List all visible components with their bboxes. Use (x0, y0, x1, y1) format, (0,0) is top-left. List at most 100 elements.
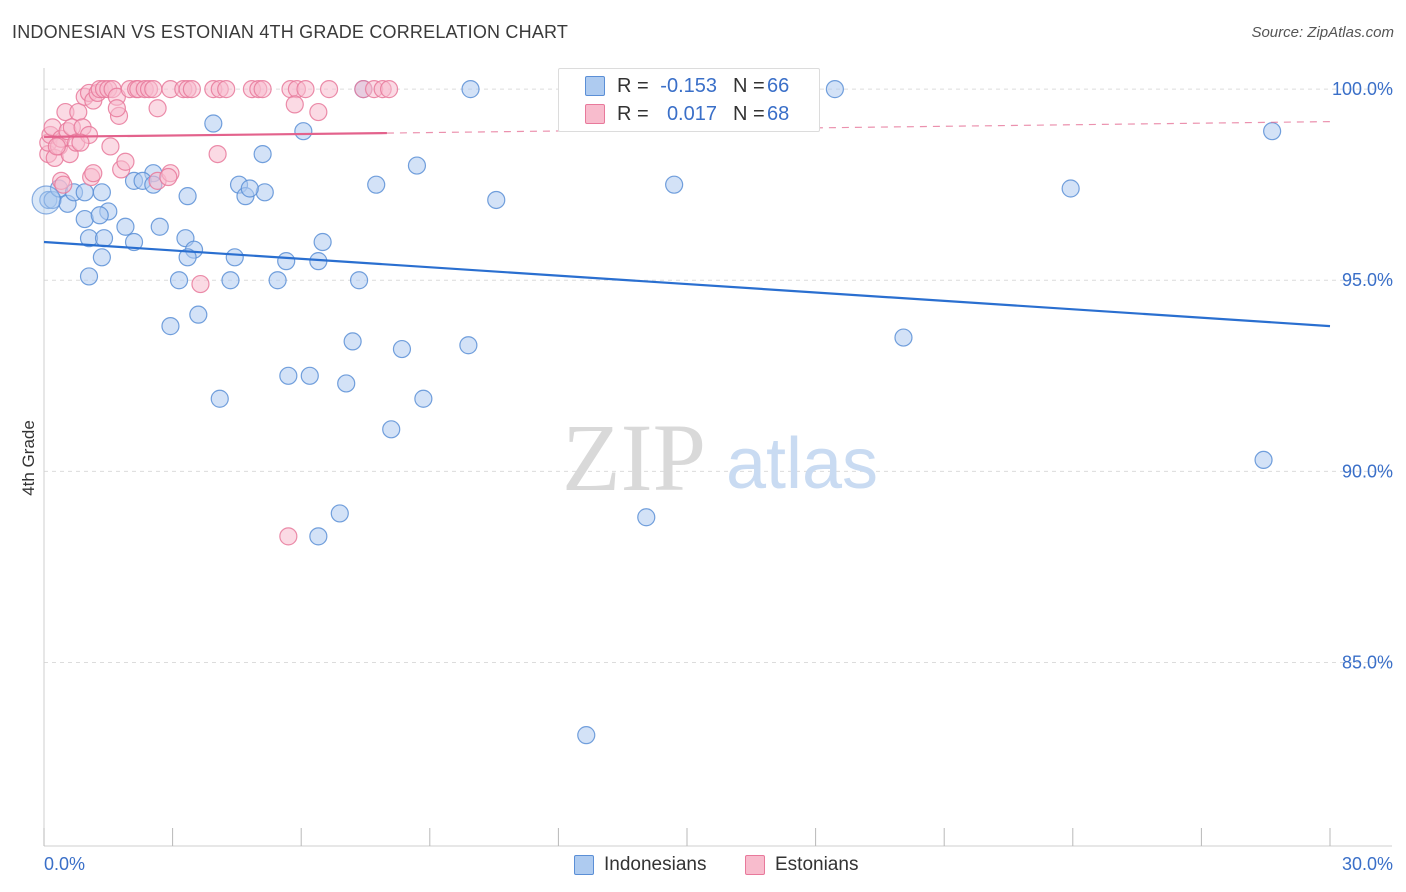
indonesian-point (414, 389, 433, 408)
trend-line-estonians (386, 121, 1331, 134)
legend-item-estonians[interactable]: Estonians (745, 852, 858, 878)
estonian-point (253, 80, 272, 99)
indonesian-point (255, 183, 274, 202)
legend-n-value: 66 (767, 74, 790, 97)
indonesian-point (253, 144, 272, 164)
x-tick-label: 0.0% (44, 854, 85, 874)
points-layer (31, 80, 1282, 745)
estonian-point (279, 527, 298, 546)
legend-r-label: R = (617, 74, 649, 97)
indonesian-point (225, 248, 244, 267)
indonesian-point (169, 271, 189, 290)
indonesian-point (487, 190, 506, 210)
indonesian-point (204, 114, 223, 133)
indonesian-point (894, 328, 913, 347)
indonesian-point (330, 504, 349, 523)
y-tick-label: 85.0% (1342, 653, 1393, 673)
indonesian-point (92, 183, 111, 202)
estonian-point (107, 99, 126, 118)
chart-title: INDONESIAN VS ESTONIAN 4TH GRADE CORRELA… (12, 22, 569, 42)
series-legend: Indonesians Estonians (0, 852, 1406, 878)
indonesian-point (313, 232, 332, 252)
x-tick-label: 30.0% (1342, 854, 1393, 874)
indonesian-point (178, 248, 197, 267)
estonian-point (379, 80, 399, 99)
estonian-point (208, 144, 227, 164)
estonian-point (191, 274, 210, 294)
indonesian-point (116, 217, 135, 236)
grid-layer (44, 88, 1392, 664)
indonesian-point (221, 271, 240, 290)
indonesian-point (665, 175, 684, 194)
indonesian-point (407, 156, 427, 175)
indonesian-point (161, 317, 180, 336)
legend-n-value: 68 (767, 102, 790, 125)
trend-line-indonesians (43, 240, 1331, 328)
indonesian-point (94, 229, 114, 248)
legend-r-value: 0.017 (666, 102, 717, 125)
indonesian-point (150, 217, 169, 236)
indonesian-point (90, 206, 109, 225)
legend-swatch-indonesians (585, 76, 605, 96)
legend-key-estonians (745, 855, 765, 875)
indonesian-point (79, 267, 99, 286)
indonesian-point (577, 726, 596, 745)
indonesian-point (294, 122, 313, 141)
indonesian-point (210, 389, 229, 408)
legend-row-indonesians: R = -0.153 N = 66 (559, 73, 819, 99)
indonesian-point (349, 271, 369, 290)
indonesian-point (392, 339, 412, 359)
legend-label-indonesians: Indonesians (604, 854, 707, 875)
source-credit: Source: ZipAtlas.com (1251, 24, 1394, 41)
indonesian-point (337, 374, 356, 393)
estonian-point (217, 80, 236, 99)
legend-n-label: N = (733, 102, 765, 125)
estonian-point (144, 80, 163, 99)
indonesian-point (268, 271, 287, 290)
indonesian-point (277, 252, 296, 271)
legend-item-indonesians[interactable]: Indonesians (574, 852, 706, 878)
estonian-point (285, 95, 304, 114)
axes-layer (43, 68, 1392, 847)
watermark: ZIP atlas (562, 404, 878, 511)
labels-layer: 100.0% 95.0% 90.0% 85.0% 0.0% 30.0% 4th Grade (19, 79, 1393, 874)
indonesian-point (178, 187, 197, 206)
legend-swatch-estonians (585, 104, 605, 124)
indonesian-point (1061, 179, 1080, 198)
watermark-zip: ZIP (562, 404, 706, 511)
indonesian-point (382, 420, 401, 439)
estonian-point (159, 167, 178, 187)
estonian-point (116, 152, 135, 171)
estonian-point (296, 80, 315, 99)
indonesian-point (309, 527, 328, 546)
indonesian-point (300, 366, 319, 385)
estonian-point (47, 137, 66, 156)
indonesian-point (75, 209, 94, 229)
indonesian-point (367, 175, 386, 194)
correlation-legend: R = -0.153 N = 66 R = 0.017 N = 68 (558, 68, 820, 132)
indonesian-point (459, 336, 478, 355)
legend-key-indonesians (574, 855, 594, 875)
indonesian-point (1263, 122, 1282, 141)
indonesian-point (124, 232, 144, 252)
indonesian-point (240, 179, 259, 198)
indonesian-point (279, 366, 298, 385)
indonesian-point (637, 508, 656, 527)
legend-r-label: R = (617, 102, 649, 125)
legend-row-estonians: R = 0.017 N = 68 (559, 101, 819, 127)
indonesian-point (189, 305, 208, 324)
indonesian-point-cluster (31, 185, 61, 215)
estonian-point (182, 80, 201, 99)
watermark-atlas: atlas (726, 424, 878, 504)
trend-layer (43, 121, 1331, 328)
indonesian-point (343, 332, 362, 351)
y-axis-label: 4th Grade (19, 420, 38, 496)
estonian-point (71, 133, 90, 152)
estonian-point (309, 102, 328, 122)
estonian-point (319, 80, 339, 99)
y-tick-label: 100.0% (1332, 79, 1393, 99)
estonian-point (84, 164, 103, 183)
estonian-point (54, 175, 73, 194)
estonian-point (101, 137, 120, 156)
